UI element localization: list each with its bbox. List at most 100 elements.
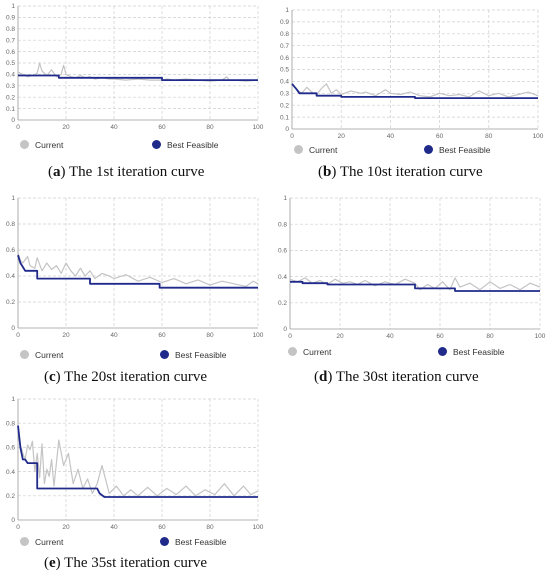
chart-b-xtick-label: 80 [485,133,493,140]
caption-e: (e) The 35st iteration curve [44,555,208,571]
chart-a-ytick-label: 0.3 [6,83,15,90]
chart-d-ytick-label: 0.2 [278,300,287,307]
chart-e-ytick-label: 0.4 [6,469,15,476]
chart-a-xtick-label: 100 [253,124,264,131]
chart-panel-b: 0 0.1 0.2 0.3 0.4 0.5 0.6 0.7 0.8 0.9 1 0 20 40 60 80 10… [276,0,550,195]
chart-a-ytick-label: 0.4 [6,72,15,79]
chart-d-ytick-label: 0.4 [278,274,287,281]
chart-e-series-best [17,425,258,498]
chart-d-ytick-label: 0.6 [278,248,287,255]
chart-a-legend: Current Best Feasible [20,140,260,154]
legend-best-marker [152,140,161,149]
caption-d: (d) The 30st iteration curve [314,369,479,385]
chart-e-series-current [17,425,259,497]
legend-current: Current [20,350,63,360]
chart-a-ytick-label: 0.2 [6,94,15,101]
legend-current: Current [20,537,63,547]
chart-a-ytick-label: 0.7 [6,37,15,44]
chart-e-xtick-label: 20 [62,524,70,531]
chart-a-series-current [17,62,259,82]
chart-e-legend: Current Best Feasible [20,537,260,551]
chart-c-plot: 0 0.2 0.4 0.6 0.8 1 0 20 40 60 80 100 [6,195,264,339]
chart-panel-a: 0 0.1 0.2 0.3 0.4 0.5 0.6 0.7 0.8 0.9 1 0 20 40 60 80 10… [0,0,272,195]
chart-a-xtick-label: 40 [110,124,118,131]
chart-b-legend: Current Best Feasible [294,145,534,159]
chart-a-plot: 0 0.1 0.2 0.3 0.4 0.5 0.6 0.7 0.8 0.9 1 0 20 40 60 80 10… [6,3,264,131]
chart-b-xtick-label: 40 [387,133,395,140]
legend-current-label: Current [309,145,338,155]
chart-c-legend: Current Best Feasible [20,350,260,364]
chart-e-xtick-label: 60 [158,524,166,531]
chart-b-xtick-label: 100 [533,133,544,140]
legend-current-label: Current [35,537,64,547]
legend-current-label: Current [303,347,332,357]
chart-c-series-best [17,254,258,289]
chart-a-ytick-label: 0.5 [6,60,15,67]
chart-d-xtick-label: 0 [288,333,292,340]
chart-c-xtick-label: 20 [62,332,70,339]
legend-current-marker [294,145,303,154]
chart-d-legend: Current Best Feasible [288,347,528,361]
legend-best-label: Best Feasible [175,537,227,547]
chart-a-ytick-label: 0.8 [6,26,15,33]
chart-d-xtick-label: 80 [486,333,494,340]
legend-best: Best Feasible [438,347,505,357]
chart-d-xtick-label: 100 [535,333,546,340]
chart-panel-d: 0 0.2 0.4 0.6 0.8 1 0 20 40 60 80 100 Current Best … [276,190,550,390]
chart-b-ytick-label: 1 [285,7,289,14]
chart-b-ytick-label: 0.5 [280,67,289,74]
legend-best-marker [438,347,447,356]
legend-best: Best Feasible [160,537,227,547]
chart-e-ytick-label: 0 [11,517,15,524]
legend-best-marker [160,350,169,359]
legend-current-label: Current [35,350,64,360]
chart-panel-e: 0 0.2 0.4 0.6 0.8 1 0 20 40 60 80 100 Current Best … [0,390,272,578]
chart-b-ytick-label: 0.6 [280,55,289,62]
chart-e-xtick-label: 100 [253,524,264,531]
legend-current-marker [20,350,29,359]
chart-a-series-best [18,74,258,81]
chart-d-xtick-label: 60 [436,333,444,340]
chart-d-ytick-label: 0.8 [278,221,287,228]
chart-b-plot: 0 0.1 0.2 0.3 0.4 0.5 0.6 0.7 0.8 0.9 1 0 20 40 60 80 10… [280,7,544,140]
legend-current-label: Current [35,140,64,150]
chart-c-ytick-label: 0.6 [6,247,15,254]
chart-a-ytick-label: 0 [11,117,15,124]
chart-c-series-current [17,252,259,288]
legend-current-marker [20,537,29,546]
chart-a-ytick-label: 0.6 [6,49,15,56]
chart-a-ytick-label: 1 [11,3,15,10]
legend-current: Current [20,140,63,150]
chart-c-xtick-label: 100 [253,332,264,339]
chart-c-xtick-label: 60 [158,332,166,339]
chart-a-xtick-label: 20 [62,124,70,131]
legend-best-label: Best Feasible [175,350,227,360]
legend-current: Current [288,347,331,357]
caption-b: (b) The 10st iteration curve [318,164,483,180]
chart-a-xtick-label: 0 [16,124,20,131]
chart-c-xtick-label: 40 [110,332,118,339]
chart-a-ytick-label: 0.9 [6,15,15,22]
chart-b-ytick-label: 0.2 [280,102,289,109]
chart-e-xtick-label: 40 [110,524,118,531]
legend-best-label: Best Feasible [439,145,491,155]
chart-e-ytick-label: 0.8 [6,420,15,427]
legend-best: Best Feasible [152,140,219,150]
chart-b-ytick-label: 0.3 [280,91,289,98]
chart-d-xtick-label: 40 [386,333,394,340]
caption-c: (c) The 20st iteration curve [44,369,208,385]
chart-c-ytick-label: 0.2 [6,299,15,306]
chart-b-ytick-label: 0 [285,126,289,133]
chart-panel-c: 0 0.2 0.4 0.6 0.8 1 0 20 40 60 80 100 Current Best … [0,190,272,390]
chart-e-ytick-label: 1 [11,396,15,403]
chart-c-ytick-label: 0 [11,325,15,332]
chart-b-xtick-label: 20 [338,133,346,140]
chart-d-ytick-label: 0 [283,326,287,333]
chart-b-ytick-label: 0.9 [280,19,289,26]
chart-b-ytick-label: 0.4 [280,79,289,86]
chart-d-series-best [290,280,540,292]
legend-best-label: Best Feasible [167,140,219,150]
chart-b-xtick-label: 0 [290,133,294,140]
chart-b-ytick-label: 0.8 [280,31,289,38]
chart-e-ytick-label: 0.2 [6,493,15,500]
